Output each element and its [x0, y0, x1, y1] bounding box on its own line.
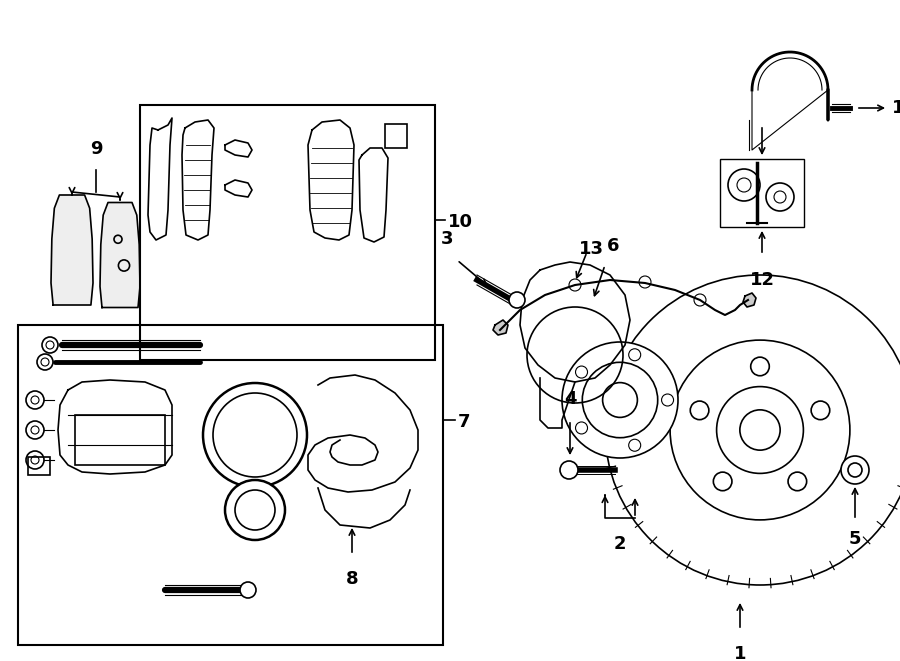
Text: 13: 13 — [579, 240, 604, 258]
Polygon shape — [493, 320, 508, 335]
Circle shape — [509, 292, 525, 308]
Circle shape — [37, 354, 53, 370]
Circle shape — [841, 456, 869, 484]
Text: 11: 11 — [892, 99, 900, 117]
Circle shape — [240, 582, 256, 598]
Text: 1: 1 — [734, 645, 746, 661]
Circle shape — [42, 337, 58, 353]
Bar — [140, 105, 435, 360]
Polygon shape — [520, 262, 630, 382]
Polygon shape — [743, 293, 756, 307]
Text: 6: 6 — [607, 237, 619, 255]
Text: 8: 8 — [346, 570, 358, 588]
Circle shape — [26, 391, 44, 409]
Bar — [18, 325, 443, 645]
Circle shape — [26, 451, 44, 469]
Bar — [720, 159, 804, 227]
Circle shape — [225, 480, 285, 540]
Text: 3: 3 — [441, 230, 454, 248]
Polygon shape — [540, 378, 575, 428]
Polygon shape — [51, 195, 93, 305]
Circle shape — [203, 383, 307, 487]
Circle shape — [26, 421, 44, 439]
Circle shape — [560, 461, 578, 479]
Text: 9: 9 — [90, 140, 103, 158]
Text: 10: 10 — [448, 213, 473, 231]
Polygon shape — [58, 380, 172, 474]
Bar — [385, 124, 407, 148]
Polygon shape — [308, 375, 418, 492]
Bar — [75, 415, 165, 465]
Text: 2: 2 — [614, 535, 626, 553]
Polygon shape — [318, 488, 410, 528]
Text: 5: 5 — [849, 530, 861, 548]
Bar — [28, 457, 50, 475]
Text: 4: 4 — [563, 390, 576, 408]
Polygon shape — [100, 202, 140, 307]
Text: 12: 12 — [750, 271, 775, 289]
Text: 7: 7 — [458, 413, 471, 431]
Circle shape — [562, 342, 678, 458]
